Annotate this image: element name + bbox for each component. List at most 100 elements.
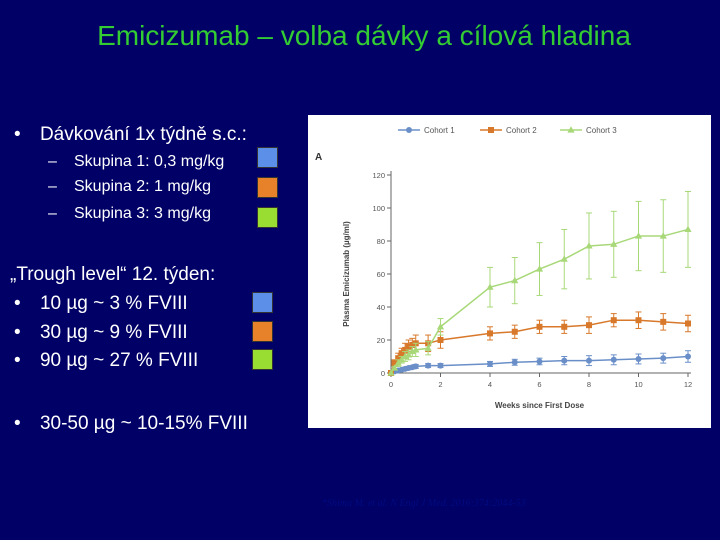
slide-title: Emicizumab – volba dávky a cílová hladin…: [97, 20, 631, 51]
data-point-square: [660, 318, 667, 325]
data-point-triangle: [560, 255, 568, 262]
legend-label: Cohort 3: [586, 126, 617, 135]
data-point-circle: [511, 359, 518, 366]
bullet: •: [14, 124, 21, 145]
data-point-triangle: [404, 351, 413, 358]
dosing-group-2: – Skupina 2: 1 mg/kg: [48, 178, 211, 196]
data-point-triangle: [585, 242, 593, 249]
data-point-circle: [425, 362, 432, 369]
target-row: • 30-50 µg ~ 10-15% FVIII: [14, 413, 248, 435]
dosing-group-1: – Skupina 1: 0,3 mg/kg: [48, 153, 224, 171]
data-point-square: [402, 346, 409, 353]
data-point-square: [635, 317, 642, 324]
bullet: •: [14, 350, 21, 371]
trough-heading: „Trough level“ 12. týden:: [10, 264, 216, 285]
x-axis-title: Weeks since First Dose: [495, 401, 585, 410]
data-point-triangle: [436, 323, 445, 330]
dash: –: [48, 153, 57, 170]
swatch-group-1: [257, 147, 278, 168]
data-point-triangle: [610, 240, 618, 247]
data-point-square: [536, 323, 543, 330]
x-tick-label: 12: [684, 380, 692, 389]
trough-item-3: • 90 µg ~ 27 % FVIII: [14, 350, 198, 372]
citation: *Shima M. et al. N Engl J Med. 2016;374:…: [322, 498, 526, 509]
y-axis-title: Plasma Emicizumab (µg/ml): [342, 221, 351, 327]
dosing-group-label: Skupina 3: 3 mg/kg: [74, 205, 211, 222]
data-point-square: [398, 350, 405, 357]
x-tick-label: 6: [537, 380, 541, 389]
trough-item-2: • 30 µg ~ 9 % FVIII: [14, 322, 188, 344]
data-point-triangle: [401, 352, 409, 360]
data-point-circle: [586, 357, 592, 364]
y-tick-label: 20: [377, 336, 385, 345]
x-tick-label: 0: [389, 380, 393, 389]
trough-item-label: 10 µg ~ 3 % FVIII: [39, 293, 188, 314]
dosing-heading-row: • Dávkování 1x týdně s.c.:: [14, 124, 247, 146]
data-point-triangle: [634, 232, 643, 239]
data-point-square: [586, 322, 592, 329]
trough-item-label: 90 µg ~ 27 % FVIII: [39, 350, 199, 371]
chart-panel: A 0 20 40 60 80 100 120 0 2 4 6 8 10 12 Weeks since Fir…: [308, 115, 711, 428]
dash: –: [48, 205, 57, 222]
data-point-triangle: [408, 347, 416, 355]
bullet: •: [14, 413, 21, 434]
data-point-square: [405, 343, 412, 350]
data-point-triangle: [394, 359, 402, 366]
data-point-circle: [536, 358, 543, 365]
data-point-triangle: [535, 265, 544, 272]
data-point-square: [511, 328, 518, 335]
data-point-square: [487, 330, 493, 337]
y-tick-label: 60: [377, 270, 385, 279]
data-point-circle: [660, 355, 667, 362]
data-point-square: [610, 317, 617, 324]
legend-label: Cohort 1: [424, 126, 455, 135]
target-label: 30-50 µg ~ 10-15% FVIII: [39, 413, 248, 434]
swatch-group-2: [257, 177, 278, 198]
y-tick-label: 0: [381, 369, 385, 378]
y-tick-label: 120: [372, 171, 385, 180]
dosing-group-label: Skupina 1: 0,3 mg/kg: [74, 153, 225, 170]
bullet: •: [14, 293, 21, 314]
data-point-circle: [561, 357, 568, 364]
pharmacokinetic-chart: A 0 20 40 60 80 100 120 0 2 4 6 8 10 12 Weeks since Fir…: [315, 126, 692, 410]
data-point-square: [685, 320, 691, 327]
legend-label: Cohort 2: [506, 126, 537, 135]
data-point-triangle: [511, 276, 519, 284]
data-point-circle: [437, 362, 444, 369]
data-point-triangle: [412, 346, 420, 353]
data-point-triangle: [390, 364, 399, 371]
data-point-circle: [487, 360, 493, 367]
data-point-triangle: [387, 369, 395, 376]
data-point-circle: [412, 363, 419, 370]
swatch-group-3: [257, 207, 278, 228]
data-point-triangle: [659, 232, 667, 239]
trough-item-1: • 10 µg ~ 3 % FVIII: [14, 293, 188, 315]
data-point-triangle: [486, 283, 494, 290]
x-tick-label: 10: [634, 380, 642, 389]
data-point-circle: [406, 127, 412, 133]
x-tick-label: 8: [587, 380, 591, 389]
data-point-circle: [610, 356, 617, 363]
y-tick-label: 40: [377, 303, 385, 312]
data-point-square: [488, 127, 494, 133]
dash: –: [48, 178, 57, 195]
x-tick-label: 2: [438, 380, 442, 389]
data-point-triangle: [424, 344, 432, 351]
swatch-trough-1: [252, 292, 273, 313]
dosing-group-label: Skupina 2: 1 mg/kg: [74, 178, 211, 195]
dosing-heading: Dávkování 1x týdně s.c.:: [39, 124, 247, 145]
data-point-triangle: [684, 225, 692, 233]
x-tick-label: 4: [488, 380, 492, 389]
data-point-square: [409, 341, 416, 348]
data-point-circle: [635, 355, 642, 362]
data-point-square: [561, 323, 568, 330]
data-point-triangle: [567, 126, 575, 133]
y-tick-label: 100: [372, 204, 385, 213]
data-point-square: [395, 355, 402, 362]
swatch-trough-3: [252, 349, 273, 370]
data-point-square: [437, 337, 444, 343]
panel-label: A: [315, 152, 322, 163]
dosing-group-3: – Skupina 3: 3 mg/kg: [48, 205, 211, 223]
bullet: •: [14, 322, 21, 343]
swatch-trough-2: [252, 321, 273, 342]
